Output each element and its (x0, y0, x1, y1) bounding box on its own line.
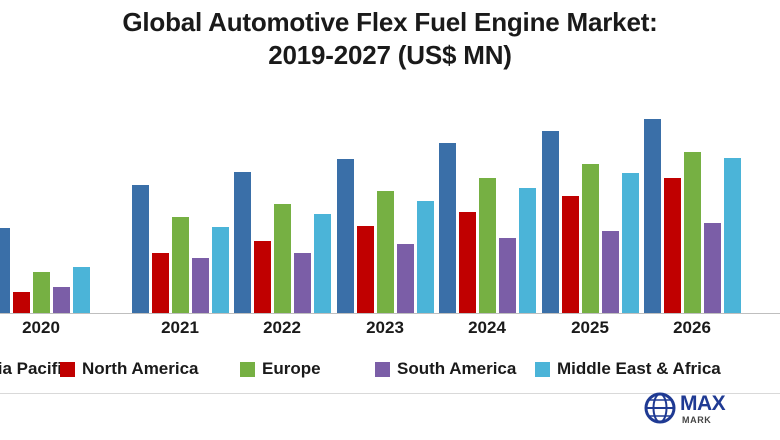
bar (233, 172, 251, 313)
chart-title-line1: Global Automotive Flex Fuel Engine Marke… (122, 7, 658, 37)
legend-swatch (375, 361, 390, 377)
bar (131, 185, 149, 313)
chart-subtitle: 2019-2027 (US$ MN) (268, 40, 512, 71)
bar-group (233, 92, 331, 313)
bar (191, 258, 209, 313)
bar (313, 214, 331, 313)
logo-text: MAX (680, 392, 726, 415)
bar (52, 287, 70, 313)
bar (518, 188, 536, 313)
bar (723, 158, 741, 313)
bar (683, 152, 701, 313)
bar (211, 227, 229, 313)
bar (376, 191, 394, 313)
legend-label: Europe (262, 359, 321, 378)
bar (171, 217, 189, 313)
bar (498, 238, 516, 313)
legend-item[interactable]: Asia Pacific (0, 356, 71, 382)
legend-item[interactable]: Middle East & Africa (535, 356, 721, 382)
bar (151, 253, 169, 313)
bar (438, 143, 456, 313)
x-axis-tick-label: 2021 (161, 318, 199, 337)
bar-group (336, 92, 434, 313)
chart-title: Global Automotive Flex Fuel Engine Marke… (0, 6, 780, 73)
legend-item[interactable]: Europe (240, 356, 321, 382)
bar (416, 201, 434, 313)
legend-label: Asia Pacific (0, 359, 72, 378)
legend-label: South America (397, 359, 517, 378)
legend-label: Middle East & Africa (557, 359, 721, 378)
bar (356, 226, 374, 313)
bar (541, 131, 559, 313)
bar (32, 272, 50, 313)
bar (703, 223, 721, 313)
legend-swatch (535, 361, 550, 377)
bar (12, 292, 30, 313)
logo-subtext: MARK (682, 415, 712, 425)
x-axis-tick-label: 2026 (673, 318, 711, 337)
bar (72, 267, 90, 313)
x-axis-tick-label: 2025 (571, 318, 609, 337)
x-axis-tick-label: 2023 (366, 318, 404, 337)
bar (621, 173, 639, 313)
bar (396, 244, 414, 313)
bar (561, 196, 579, 313)
legend-label: North America (82, 359, 199, 378)
x-axis-tick-label: 2022 (263, 318, 301, 337)
bar-group (643, 92, 741, 313)
bar-group (438, 92, 536, 313)
bar (273, 204, 291, 313)
bar (581, 164, 599, 313)
bar (0, 228, 10, 313)
legend-item[interactable]: North America (60, 356, 199, 382)
plot-area (0, 92, 780, 314)
bar (458, 212, 476, 313)
bar-group (541, 92, 639, 313)
legend-swatch (60, 361, 75, 377)
bar (293, 253, 311, 313)
bar-group (131, 92, 229, 313)
globe-icon (644, 392, 676, 424)
footer-divider (0, 393, 780, 394)
bar (663, 178, 681, 313)
bar (601, 231, 619, 313)
bar (478, 178, 496, 313)
legend-swatch (240, 361, 255, 377)
bar (643, 119, 661, 313)
bar (336, 159, 354, 313)
x-axis-line (0, 313, 780, 314)
bar-group (0, 92, 90, 313)
legend-item[interactable]: South America (375, 356, 516, 382)
x-axis-tick-labels: 2020 2021 2022 2023 2024 2025 2026 (0, 318, 780, 342)
x-axis-tick-label: 2020 (22, 318, 60, 337)
bar (253, 241, 271, 313)
brand-logo: MAX MARK (644, 390, 772, 434)
x-axis-tick-label: 2024 (468, 318, 506, 337)
chart-legend: Asia Pacific North America Europe South Ame… (0, 356, 780, 386)
